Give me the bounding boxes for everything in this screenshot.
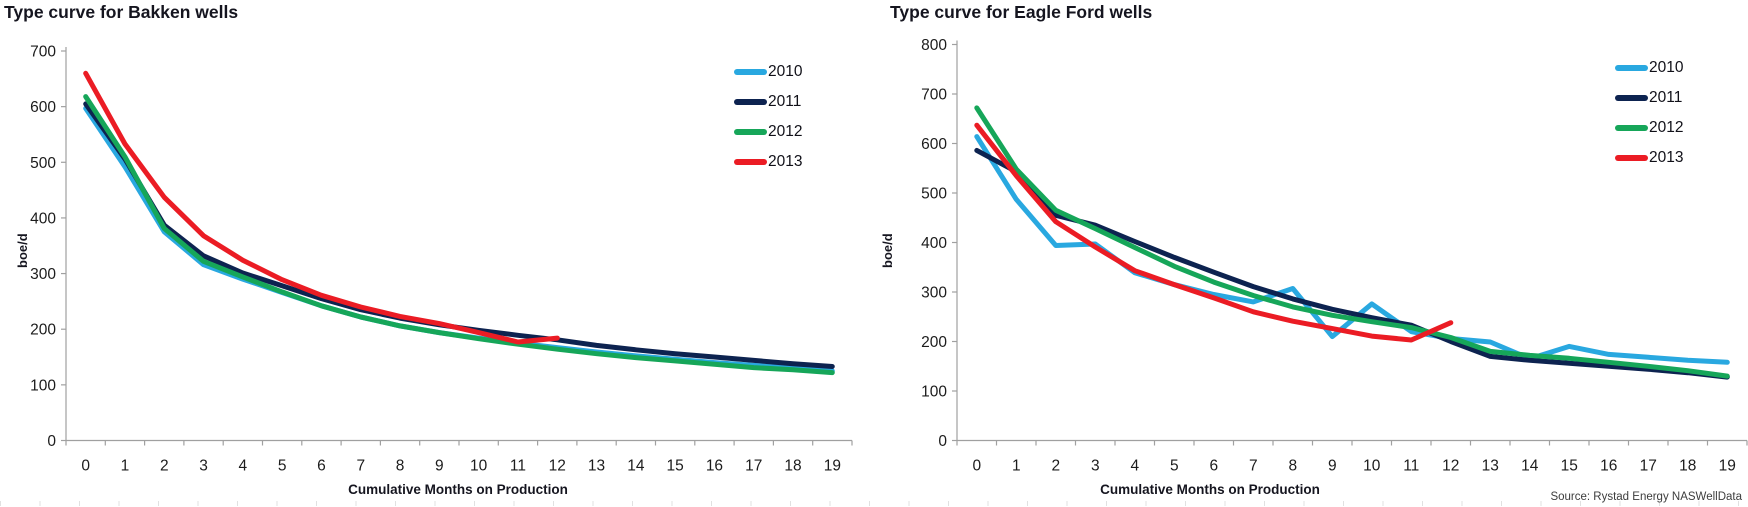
svg-text:13: 13	[1482, 458, 1499, 475]
legend-item-2011: 2011	[734, 87, 802, 117]
bakken-x-axis-title: Cumulative Months on Production	[348, 482, 568, 497]
legend-swatch-2011	[1615, 95, 1648, 101]
legend-label: 2011	[1649, 89, 1683, 106]
svg-text:1: 1	[121, 458, 130, 475]
svg-text:11: 11	[510, 458, 526, 475]
svg-text:16: 16	[1600, 458, 1617, 475]
svg-text:300: 300	[921, 285, 947, 302]
svg-text:800: 800	[921, 37, 947, 54]
legend-swatch-2011	[734, 99, 767, 105]
legend-item-2012: 2012	[734, 117, 802, 147]
svg-text:17: 17	[745, 458, 762, 475]
svg-text:200: 200	[921, 334, 947, 351]
svg-text:500: 500	[921, 186, 947, 203]
svg-text:700: 700	[921, 87, 947, 104]
svg-text:15: 15	[1561, 458, 1578, 475]
legend-label: 2010	[1649, 59, 1684, 76]
bakken-chart-title: Type curve for Bakken wells	[4, 2, 239, 22]
eagle-ford-x-axis-title: Cumulative Months on Production	[1100, 482, 1320, 497]
svg-text:16: 16	[706, 458, 723, 475]
svg-text:6: 6	[1209, 458, 1218, 475]
svg-text:18: 18	[784, 458, 801, 475]
svg-text:5: 5	[278, 458, 287, 475]
svg-text:6: 6	[317, 458, 326, 475]
svg-text:4: 4	[239, 458, 248, 475]
svg-text:2: 2	[160, 458, 169, 475]
svg-text:400: 400	[921, 235, 947, 252]
legend-swatch-2012	[1615, 125, 1648, 131]
legend-label: 2010	[768, 63, 803, 80]
svg-text:3: 3	[1091, 458, 1100, 475]
legend-item-2013: 2013	[1615, 143, 1683, 173]
svg-text:5: 5	[1170, 458, 1179, 475]
svg-text:700: 700	[30, 44, 56, 61]
svg-text:12: 12	[1442, 458, 1459, 475]
svg-text:10: 10	[1363, 458, 1381, 475]
legend-swatch-2010	[734, 69, 767, 75]
legend-item-2010: 2010	[734, 57, 802, 87]
svg-text:7: 7	[1249, 458, 1258, 475]
svg-text:0: 0	[972, 458, 981, 475]
svg-text:1: 1	[1012, 458, 1021, 475]
svg-text:8: 8	[396, 458, 405, 475]
legend-swatch-2010	[1615, 65, 1648, 71]
svg-text:0: 0	[938, 433, 947, 450]
legend-swatch-2012	[734, 129, 767, 135]
svg-text:100: 100	[30, 377, 56, 394]
svg-text:10: 10	[470, 458, 488, 475]
svg-text:13: 13	[588, 458, 605, 475]
svg-text:7: 7	[356, 458, 365, 475]
svg-text:17: 17	[1640, 458, 1657, 475]
legend-swatch-2013	[1615, 155, 1648, 161]
svg-text:4: 4	[1130, 458, 1139, 475]
svg-text:9: 9	[1328, 458, 1337, 475]
legend-swatch-2013	[734, 159, 767, 165]
svg-text:0: 0	[47, 433, 56, 450]
svg-text:300: 300	[30, 266, 56, 283]
svg-text:11: 11	[1403, 458, 1419, 475]
svg-text:9: 9	[435, 458, 444, 475]
legend-label: 2012	[768, 123, 803, 140]
svg-text:8: 8	[1288, 458, 1297, 475]
eagle-ford-chart-title: Type curve for Eagle Ford wells	[890, 2, 1153, 22]
svg-text:600: 600	[921, 136, 947, 153]
svg-text:12: 12	[549, 458, 566, 475]
svg-text:100: 100	[921, 384, 947, 401]
legend-label: 2013	[768, 153, 803, 170]
source-note: Source: Rystad Energy NASWellData	[1550, 491, 1742, 503]
legend-label: 2013	[1649, 149, 1684, 166]
svg-text:500: 500	[30, 155, 56, 172]
svg-text:14: 14	[1521, 458, 1539, 475]
svg-text:14: 14	[627, 458, 645, 475]
svg-text:0: 0	[81, 458, 90, 475]
faint-bottom-gridline-ticks	[0, 501, 1748, 506]
svg-text:600: 600	[30, 99, 56, 116]
eagle-ford-legend: 2010 2011 2012 2013	[1615, 53, 1683, 173]
svg-text:3: 3	[199, 458, 208, 475]
svg-text:2: 2	[1051, 458, 1060, 475]
svg-text:19: 19	[1719, 458, 1736, 475]
legend-label: 2011	[768, 93, 802, 110]
legend-label: 2012	[1649, 119, 1684, 136]
svg-text:400: 400	[30, 210, 56, 227]
legend-item-2012: 2012	[1615, 113, 1683, 143]
bakken-chart-panel: Type curve for Bakken wells boe/d 0 100 20…	[0, 0, 860, 507]
svg-text:15: 15	[667, 458, 684, 475]
svg-text:200: 200	[30, 322, 56, 339]
legend-item-2010: 2010	[1615, 53, 1683, 83]
svg-text:18: 18	[1679, 458, 1696, 475]
bakken-legend: 2010 2011 2012 2013	[734, 57, 802, 177]
legend-item-2013: 2013	[734, 147, 802, 177]
svg-text:19: 19	[824, 458, 841, 475]
legend-item-2011: 2011	[1615, 83, 1683, 113]
